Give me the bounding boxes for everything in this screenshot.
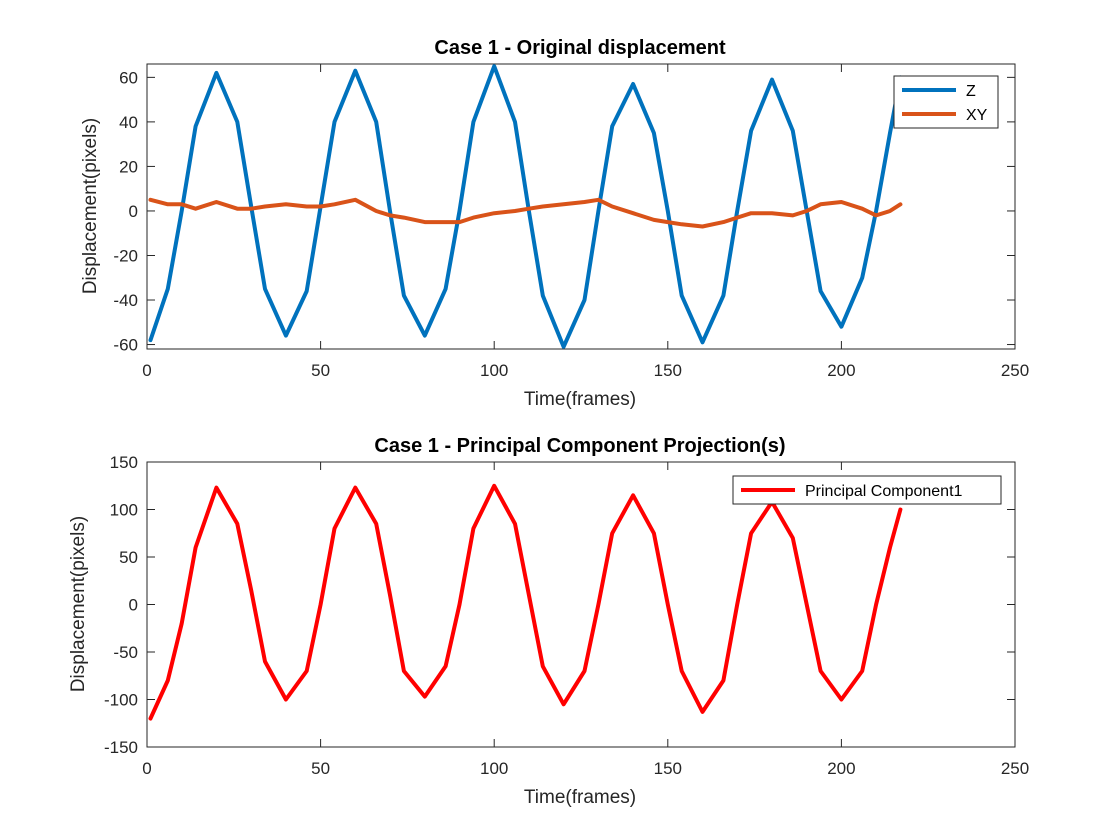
y-tick-label: -20 [113, 246, 138, 265]
bottom-ticks: 0 50 100 150 200 250 -150 -100 -50 0 50 100 150 [104, 453, 1029, 778]
y-tick-label: 40 [119, 113, 138, 132]
x-tick-label: 0 [142, 361, 151, 380]
y-tick-label: -150 [104, 738, 138, 757]
bottom-x-axis-label: Time(frames) [524, 787, 636, 808]
bottom-series-lines [148, 483, 903, 721]
x-tick-label: 200 [827, 361, 855, 380]
top-x-axis-label: Time(frames) [524, 389, 636, 410]
x-tick-label: 250 [1001, 759, 1029, 778]
series-line-xy [148, 197, 903, 229]
y-tick-label: -60 [113, 336, 138, 355]
bottom-chart-title: Case 1 - Principal Component Projection(… [374, 435, 785, 457]
x-tick-label: 50 [311, 361, 330, 380]
y-tick-label: 0 [129, 202, 138, 221]
x-tick-label: 200 [827, 759, 855, 778]
top-ticks: 0 50 100 150 200 250 -60 -40 -20 0 20 40 60 [113, 64, 1029, 380]
y-tick-label: 20 [119, 157, 138, 176]
y-tick-label: 0 [129, 596, 138, 615]
y-tick-label: 50 [119, 548, 138, 567]
x-tick-label: 100 [480, 759, 508, 778]
top-subplot: Case 1 - Original displacement 0 50 100 150… [80, 37, 1029, 410]
y-tick-label: -50 [113, 643, 138, 662]
x-tick-label: 250 [1001, 361, 1029, 380]
top-legend: Z XY [893, 75, 999, 129]
y-tick-label: 150 [110, 453, 138, 472]
top-y-axis-label: Displacement(pixels) [80, 118, 101, 294]
legend-box [893, 75, 999, 129]
legend-label: Z [966, 83, 976, 100]
top-chart-title: Case 1 - Original displacement [434, 37, 726, 59]
bottom-axes-box [146, 461, 1016, 748]
x-tick-label: 150 [654, 759, 682, 778]
y-tick-label: -40 [113, 291, 138, 310]
top-series-lines [148, 64, 903, 349]
bottom-subplot: Case 1 - Principal Component Projection(… [68, 435, 1029, 808]
series-line-z [148, 64, 903, 349]
x-tick-label: 150 [654, 361, 682, 380]
x-tick-label: 50 [311, 759, 330, 778]
bottom-y-axis-label: Displacement(pixels) [68, 516, 89, 692]
y-tick-label: 100 [110, 501, 138, 520]
bottom-legend: Principal Component1 [732, 475, 1002, 505]
legend-label: XY [966, 107, 988, 124]
series-line-principal-component1 [148, 483, 903, 721]
y-tick-label: -100 [104, 691, 138, 710]
x-tick-label: 0 [142, 759, 151, 778]
x-tick-label: 100 [480, 361, 508, 380]
legend-label: Principal Component1 [805, 483, 963, 500]
y-tick-label: 60 [119, 68, 138, 87]
